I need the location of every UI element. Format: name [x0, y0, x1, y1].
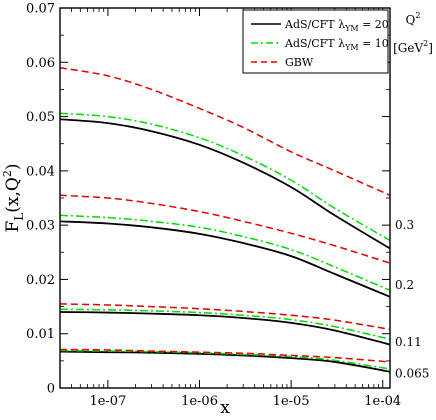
series-line-ads10-q2-0_2: [59, 214, 391, 291]
q2-header-title: Q2: [406, 11, 421, 27]
legend-box: [242, 9, 389, 74]
legend-ads20-text: AdS/CFT λ: [284, 18, 345, 31]
x-tick-label: 1e-06: [181, 394, 218, 409]
q2-unit-sup: 2: [423, 39, 428, 48]
y-axis-label-rest: (x,Q: [3, 177, 23, 213]
legend-label-ads20: AdS/CFT λYM = 20: [284, 18, 389, 33]
x-tick-label: 1e-07: [89, 394, 126, 409]
y-axis-label-sup: 2: [1, 170, 14, 177]
y-axis-label-main: F: [3, 220, 23, 232]
series-line-gbw-q2-0_3: [59, 66, 391, 196]
series-line-ads20-q2-0_3: [59, 118, 391, 250]
q2-title-sup: 2: [415, 11, 420, 20]
y-tick-label: 0.06: [26, 56, 55, 71]
y-tick-label: 0: [47, 382, 55, 397]
ticks-layer: 1e-07 1e-06 1e-05 1e-04 0 0.01 0.02 0.03 0.04 0.0…: [26, 2, 401, 410]
series-line-ads10-q2-0_065: [59, 349, 391, 370]
y-axis-label: FL(x,Q2): [1, 164, 26, 233]
q2-title-q: Q: [406, 13, 416, 27]
y-tick-label: 0.05: [26, 110, 55, 125]
legend-ads10-text: AdS/CFT λ: [284, 37, 345, 50]
legend-ads10-value: = 10: [359, 37, 389, 50]
series-line-ads10-q2-0_3: [59, 112, 391, 241]
curves-layer: [59, 66, 391, 373]
y-tick-label: 0.07: [26, 2, 55, 17]
legend-label-gbw: GBW: [285, 56, 314, 69]
y-tick-label: 0.02: [26, 273, 55, 288]
q2-label: 0.11: [395, 335, 422, 349]
legend: AdS/CFT λYM = 20 AdS/CFT λYM = 10 GBW: [242, 9, 389, 74]
x-tick-label: 1e-05: [273, 394, 310, 409]
q2-label: 0.065: [395, 366, 429, 380]
y-tick-label: 0.01: [26, 327, 55, 342]
q2-label: 0.2: [395, 278, 414, 292]
x-axis-label: x: [220, 398, 230, 415]
q2-unit-main: [GeV: [393, 41, 423, 55]
y-axis-label-close: ): [3, 164, 23, 171]
legend-ads20-value: = 20: [359, 18, 389, 31]
series-line-ads20-q2-0_065: [59, 350, 391, 373]
series-line-gbw-q2-0_2: [59, 194, 391, 264]
series-line-ads20-q2-0_2: [59, 220, 391, 298]
y-axis-label-sub: L: [12, 213, 26, 221]
x-tick-label: 1e-04: [364, 394, 401, 409]
series-line-ads20-q2-0_11: [59, 311, 391, 346]
q2-labels: 0.3 0.2 0.11 0.065: [395, 218, 429, 380]
q2-label: 0.3: [395, 218, 414, 232]
y-tick-label: 0.03: [26, 219, 55, 234]
legend-ads10-sub: YM: [344, 43, 358, 52]
legend-ads20-sub: YM: [344, 24, 358, 33]
legend-label-ads10: AdS/CFT λYM = 10: [284, 37, 389, 52]
q2-unit-close: ]: [428, 41, 433, 55]
q2-header-unit: [GeV2]: [393, 39, 433, 55]
y-tick-label: 0.04: [26, 164, 55, 179]
series-line-ads10-q2-0_11: [59, 308, 391, 340]
